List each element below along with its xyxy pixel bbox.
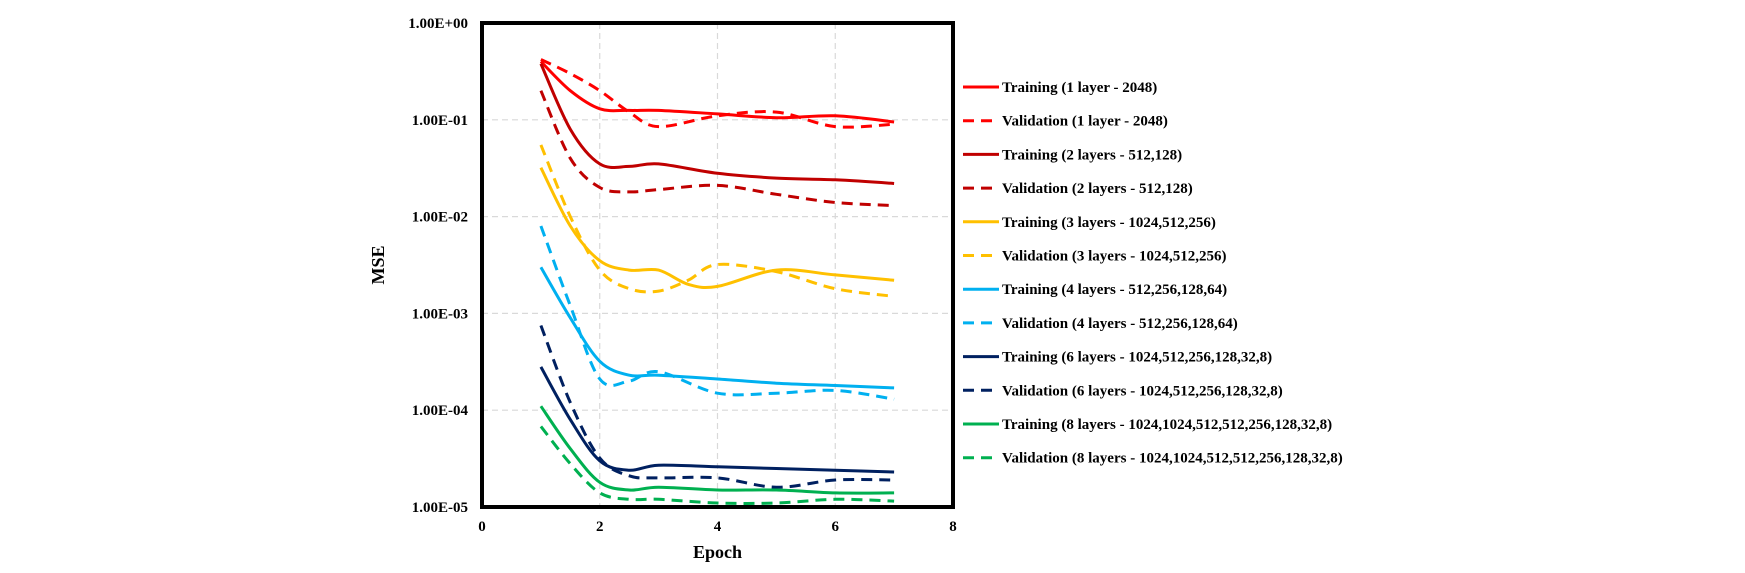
x-tick-label: 0	[478, 519, 486, 535]
legend: Training (1 layer - 2048) Validation (1 l…	[963, 80, 1343, 467]
series-line	[539, 90, 895, 208]
legend-label: Validation (6 layers - 1024,512,256,128,…	[1002, 383, 1283, 399]
series-line	[539, 425, 895, 505]
legend-label: Validation (8 layers - 1024,1024,512,512…	[1002, 451, 1343, 467]
legend-label: Validation (4 layers - 512,256,128,64)	[1002, 316, 1238, 332]
series-line	[539, 144, 895, 298]
legend-label: Training (8 layers - 1024,1024,512,512,2…	[1002, 417, 1332, 433]
series-line	[539, 60, 895, 124]
y-tick-label: 1.00E+00	[408, 16, 468, 32]
legend-label: Training (2 layers - 512,128)	[1002, 147, 1182, 163]
series-line	[539, 63, 895, 185]
x-tick-label: 2	[596, 519, 604, 535]
y-axis-ticks: 1.00E-05 1.00E-04 1.00E-03 1.00E-02 1.00E-01…	[408, 16, 468, 516]
y-axis-title: MSE	[368, 245, 388, 284]
x-axis-title: Epoch	[693, 542, 742, 562]
legend-label: Training (6 layers - 1024,512,256,128,32…	[1002, 350, 1272, 366]
legend-label: Training (4 layers - 512,256,128,64)	[1002, 282, 1227, 298]
x-tick-label: 4	[714, 519, 722, 535]
series-line	[539, 225, 895, 401]
y-tick-label: 1.00E-01	[412, 113, 468, 129]
y-tick-label: 1.00E-04	[412, 403, 469, 419]
y-tick-label: 1.00E-05	[412, 500, 468, 516]
legend-label: Training (1 layer - 2048)	[1002, 80, 1157, 96]
plot-area-border	[480, 21, 955, 509]
series-line	[539, 405, 895, 495]
x-axis-ticks: 0 2 4 6 8	[478, 519, 957, 535]
legend-label: Validation (3 layers - 1024,512,256)	[1002, 249, 1226, 265]
legend-label: Training (3 layers - 1024,512,256)	[1002, 215, 1216, 231]
series-line	[539, 167, 895, 290]
legend-label: Validation (1 layer - 2048)	[1002, 114, 1168, 130]
series-line	[540, 58, 895, 129]
x-tick-label: 6	[832, 519, 840, 535]
legend-label: Validation (2 layers - 512,128)	[1002, 181, 1193, 197]
y-tick-label: 1.00E-03	[412, 306, 468, 322]
x-tick-label: 8	[949, 519, 957, 535]
y-tick-label: 1.00E-02	[412, 210, 468, 226]
series-lines	[539, 58, 895, 505]
series-line	[539, 366, 895, 474]
grid-lines	[482, 23, 953, 507]
series-line	[539, 324, 895, 489]
